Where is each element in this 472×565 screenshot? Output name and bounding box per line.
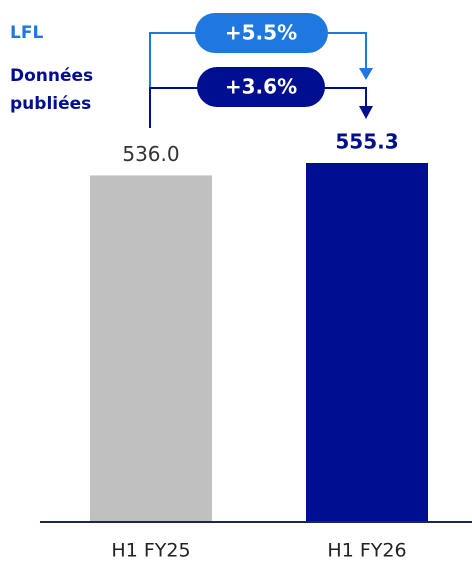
value-label: 555.3 — [335, 130, 398, 154]
x-tick-label: H1 FY26 — [327, 540, 406, 562]
bar — [90, 175, 212, 522]
reported-label: Données — [10, 66, 93, 86]
lfl-change: +5.5% — [225, 21, 297, 45]
x-tick-label: H1 FY25 — [111, 540, 190, 562]
lfl-pill — [195, 13, 328, 53]
reported-change: +3.6% — [225, 75, 297, 99]
lfl-arrow — [359, 68, 373, 80]
bar — [306, 163, 428, 521]
value-label: 536.0 — [122, 142, 179, 166]
reported-label: publiées — [10, 94, 91, 114]
reported-pill — [197, 67, 325, 107]
reported-arrow — [359, 106, 373, 119]
lfl-label: LFL — [10, 23, 43, 43]
